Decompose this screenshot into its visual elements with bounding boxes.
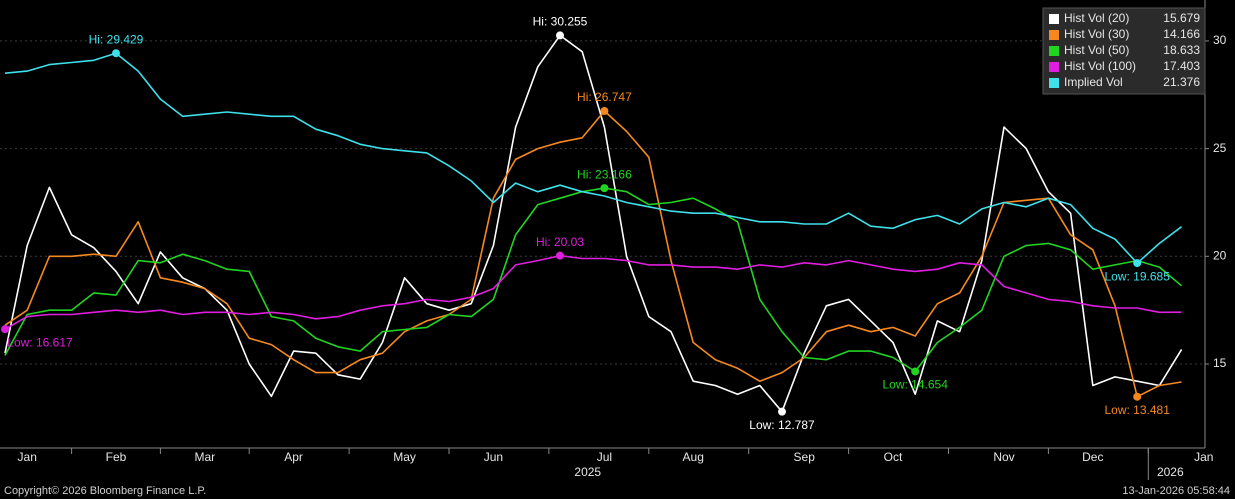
legend-label: Hist Vol (100) bbox=[1064, 59, 1136, 73]
high-marker bbox=[556, 31, 564, 40]
x-tick-label: Oct bbox=[884, 450, 903, 464]
year-label: 2026 bbox=[1157, 465, 1184, 479]
plot: Hi: 30.255 Low: 12.787 Hi: 26.747 Low: 13.4… bbox=[1, 15, 1183, 432]
high-label: Hi: 29.429 bbox=[89, 32, 144, 46]
x-tick-label: May bbox=[393, 450, 416, 464]
x-tick-label: Sep bbox=[794, 450, 816, 464]
x-tick-label: Jun bbox=[484, 450, 503, 464]
y-tick-label: 15 bbox=[1213, 356, 1227, 370]
low-marker bbox=[1133, 392, 1142, 401]
x-tick-label: Mar bbox=[194, 450, 215, 464]
x-tick-label: Dec bbox=[1082, 450, 1103, 464]
low-label: Low: 19.685 bbox=[1105, 269, 1171, 283]
legend-value: 14.166 bbox=[1163, 27, 1200, 41]
timestamp: 13-Jan-2026 05:58:44 bbox=[1122, 485, 1230, 497]
x-tick-label: Jan bbox=[1194, 450, 1213, 464]
low-label: Low: 13.481 bbox=[1105, 403, 1171, 417]
high-marker bbox=[600, 184, 609, 193]
y-tick-label: 30 bbox=[1213, 33, 1227, 47]
legend-value: 21.376 bbox=[1163, 75, 1200, 89]
legend-swatch bbox=[1049, 14, 1059, 24]
high-label: Hi: 26.747 bbox=[577, 90, 632, 104]
x-tick-label: Aug bbox=[683, 450, 704, 464]
x-tick-label: Jan bbox=[18, 450, 37, 464]
low-label: Low: 14.654 bbox=[883, 378, 949, 392]
x-tick-label: Apr bbox=[284, 450, 303, 464]
low-marker bbox=[778, 407, 786, 416]
y-tick-label: 20 bbox=[1213, 248, 1227, 262]
high-label: Hi: 30.255 bbox=[533, 15, 588, 29]
legend-swatch bbox=[1049, 62, 1059, 72]
high-marker bbox=[556, 251, 564, 260]
high-marker bbox=[600, 106, 609, 115]
legend-label: Implied Vol bbox=[1064, 75, 1123, 89]
legend-swatch bbox=[1049, 78, 1059, 88]
x-tick-label: Feb bbox=[106, 450, 127, 464]
series-line bbox=[4, 110, 1182, 398]
series-line bbox=[4, 254, 1182, 330]
low-marker bbox=[1, 325, 9, 334]
low-marker bbox=[1133, 259, 1142, 268]
legend-label: Hist Vol (20) bbox=[1064, 11, 1129, 25]
low-marker bbox=[911, 367, 920, 376]
year-label: 2025 bbox=[574, 465, 601, 479]
legend-value: 18.633 bbox=[1163, 43, 1200, 57]
legend-swatch bbox=[1049, 30, 1059, 40]
low-label: Low: 12.787 bbox=[749, 418, 815, 432]
legend-label: Hist Vol (50) bbox=[1064, 43, 1129, 57]
legend: Hist Vol (20) 15.679 Hist Vol (30) 14.166 Hi… bbox=[1042, 7, 1206, 95]
x-tick-label: Jul bbox=[597, 450, 612, 464]
grid bbox=[0, 40, 1205, 365]
high-label: Hi: 23.166 bbox=[577, 167, 632, 181]
legend-swatch bbox=[1049, 46, 1059, 56]
series-line bbox=[4, 52, 1183, 264]
low-label: Low: 16.617 bbox=[7, 335, 73, 349]
series-line bbox=[4, 187, 1183, 373]
legend-box bbox=[1042, 7, 1206, 95]
y-tick-label: 25 bbox=[1213, 141, 1227, 155]
high-marker bbox=[112, 49, 120, 58]
legend-label: Hist Vol (30) bbox=[1064, 27, 1129, 41]
copyright: Copyright© 2026 Bloomberg Finance L.P. bbox=[4, 485, 206, 497]
x-tick-label: Nov bbox=[993, 450, 1014, 464]
legend-value: 15.679 bbox=[1163, 11, 1200, 25]
high-label: Hi: 20.03 bbox=[536, 235, 584, 249]
legend-value: 17.403 bbox=[1163, 59, 1200, 73]
